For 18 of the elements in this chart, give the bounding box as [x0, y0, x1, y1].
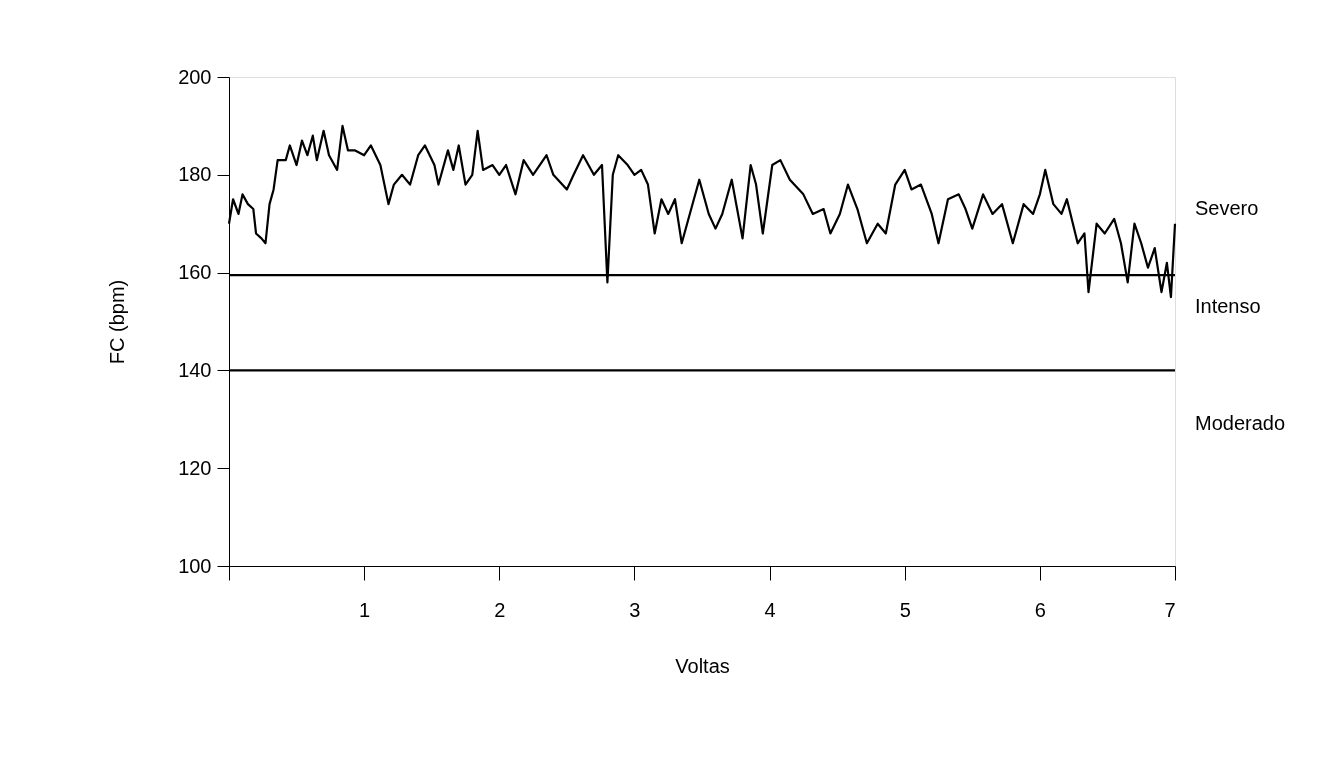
- text: Severo: [1195, 197, 1259, 220]
- x-axis-title: Voltas: [675, 654, 730, 677]
- y-tick-label: 200: [178, 65, 212, 88]
- x-tick-label: 5: [899, 598, 911, 621]
- text: Moderado: [1195, 412, 1286, 435]
- y-tick-label: 140: [178, 358, 212, 381]
- y-axis-title: FC (bpm): [106, 279, 129, 365]
- y-tick-label: 160: [178, 261, 212, 284]
- y-tick-label: 120: [178, 456, 212, 479]
- x-tick-label: 2: [494, 598, 506, 621]
- x-tick-label: 7: [1164, 598, 1176, 621]
- x-tick-label: 4: [764, 598, 776, 621]
- y-tick-label: 100: [178, 554, 212, 577]
- x-tick-label: 1: [359, 598, 371, 621]
- x-tick-label: 6: [1034, 598, 1046, 621]
- y-tick-label: 180: [178, 163, 212, 186]
- text: Intenso: [1195, 294, 1261, 317]
- x-tick-label: 3: [629, 598, 641, 621]
